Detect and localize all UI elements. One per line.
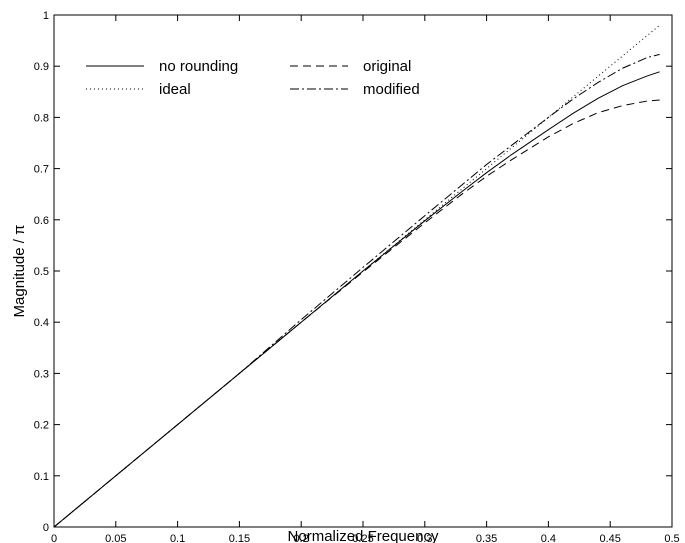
legend-label: original [363, 58, 411, 75]
legend: no rounding ideal original modified [86, 58, 420, 98]
y-tick-label: 0 [43, 522, 49, 534]
x-tick-label: 0.45 [599, 533, 620, 543]
x-tick-label: 0.1 [170, 533, 185, 543]
y-axis-label: Magnitude / π [11, 225, 28, 318]
y-tick-label: 0.2 [34, 420, 49, 432]
x-tick-label: 0.15 [229, 533, 250, 543]
y-tick-label: 1 [43, 10, 49, 22]
y-tick-label: 0.6 [34, 215, 49, 227]
y-tick-label: 0.1 [34, 471, 49, 483]
y-tick-label: 0.9 [34, 61, 49, 73]
x-axis-label: Normalized Frequency [288, 528, 439, 543]
x-tick-label: 0.35 [476, 533, 497, 543]
y-tick-label: 0.5 [34, 266, 49, 278]
y-tick-label: 0.4 [34, 317, 49, 329]
legend-label: ideal [159, 81, 191, 98]
y-tick-label: 0.3 [34, 368, 49, 380]
y-tick-label: 0.8 [34, 112, 49, 124]
x-tick-label: 0 [51, 533, 57, 543]
series-group [53, 24, 660, 528]
axis-ticks: 0 0.05 0.1 0.15 0.2 0.25 0.3 0.35 0.4 0.45 0.5 0 0.1… [34, 10, 680, 543]
x-tick-label: 0.5 [664, 533, 679, 543]
x-tick-label: 0.2 [294, 533, 309, 543]
legend-label: no rounding [159, 58, 238, 75]
y-tick-label: 0.7 [34, 164, 49, 176]
x-tick-label: 0.25 [352, 533, 373, 543]
legend-label: modified [363, 81, 420, 98]
x-tick-label: 0.3 [417, 533, 432, 543]
series-line-modified [53, 53, 660, 528]
x-tick-label: 0.05 [105, 533, 126, 543]
x-tick-label: 0.4 [541, 533, 556, 543]
